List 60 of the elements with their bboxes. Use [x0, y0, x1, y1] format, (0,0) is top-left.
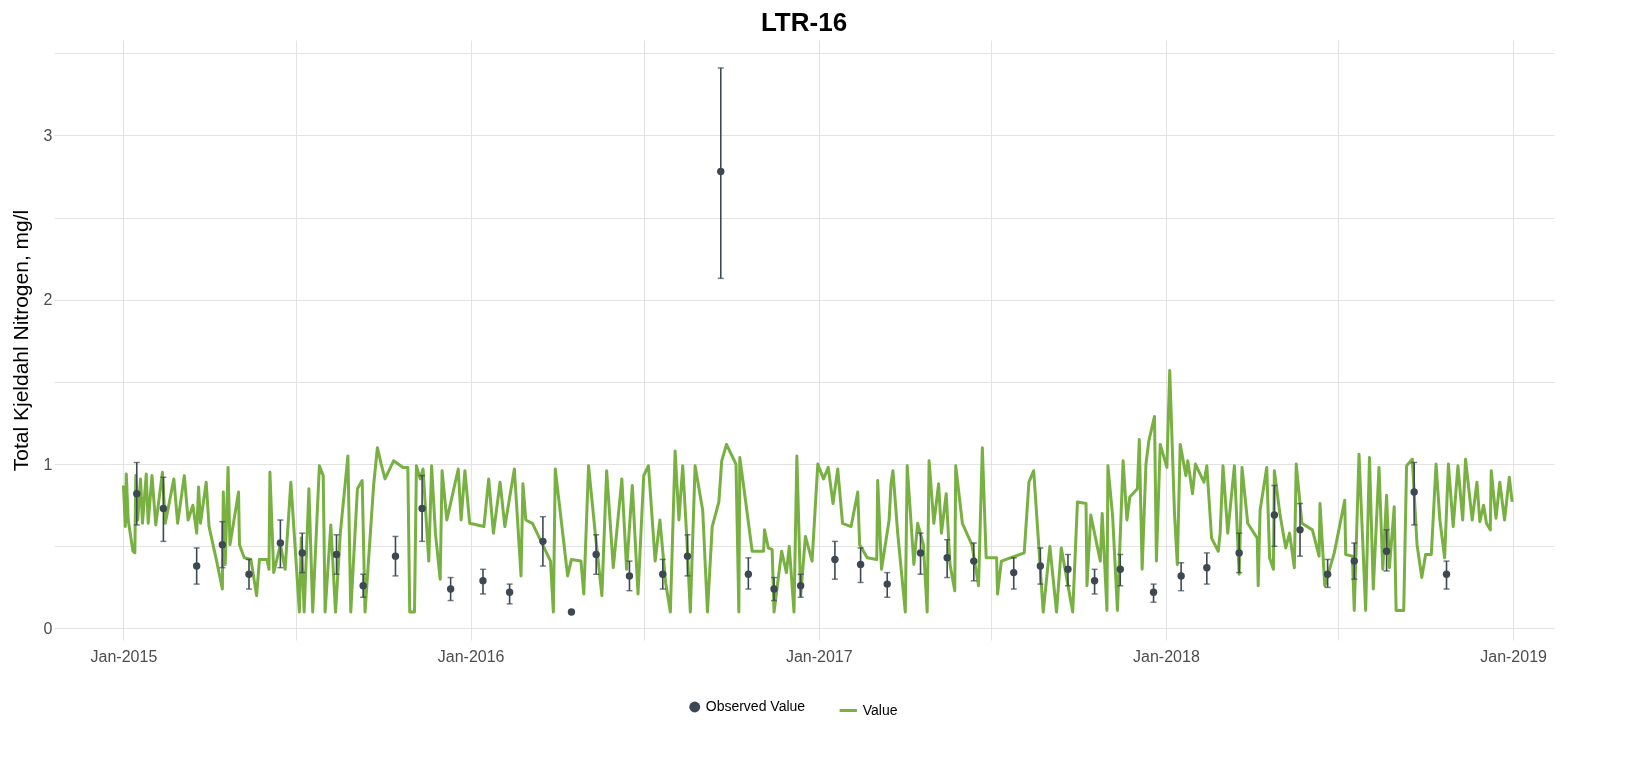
point	[659, 570, 667, 578]
point	[276, 539, 285, 547]
point	[683, 552, 692, 560]
point	[1382, 547, 1391, 555]
point	[539, 537, 547, 546]
point	[883, 580, 891, 588]
x-tick-label: Jan-2019	[1480, 647, 1548, 665]
point	[159, 504, 168, 513]
point	[1323, 570, 1332, 578]
point	[133, 490, 141, 498]
y-axis-title: Total Kjeldahl Nitrogen, mg/l	[8, 209, 32, 472]
point	[592, 550, 600, 559]
point	[1235, 549, 1243, 557]
point	[359, 582, 367, 590]
point	[1270, 511, 1279, 519]
point	[831, 555, 839, 564]
point	[1090, 577, 1099, 585]
x-tick-label: Jan-2017	[785, 647, 853, 665]
point	[1010, 568, 1018, 577]
legend-label: Observed Value	[705, 698, 806, 714]
point	[856, 560, 865, 569]
point	[1296, 526, 1304, 534]
point	[770, 585, 778, 593]
x-tick-label: Jan-2015	[90, 647, 158, 665]
point	[1177, 572, 1185, 580]
point	[391, 552, 400, 560]
point	[218, 540, 227, 549]
point	[567, 608, 576, 616]
point	[446, 585, 455, 593]
point	[625, 572, 634, 580]
point	[943, 554, 951, 562]
point	[245, 570, 253, 578]
y-tick-label: 1	[43, 455, 53, 473]
point	[796, 582, 805, 590]
point	[332, 550, 341, 559]
point	[418, 504, 426, 513]
line-series	[121, 368, 1514, 614]
point	[1116, 565, 1124, 574]
point	[1350, 557, 1358, 565]
point	[479, 577, 487, 585]
y-tick-label: 2	[43, 291, 53, 309]
y-tick-label: 3	[43, 126, 53, 144]
point	[970, 557, 978, 565]
point	[505, 588, 514, 597]
point	[1036, 562, 1045, 570]
x-tick-label: Jan-2018	[1133, 647, 1200, 665]
legend-label: Value	[862, 701, 898, 718]
point	[717, 167, 725, 176]
point	[192, 562, 201, 570]
point	[1203, 563, 1211, 572]
point	[916, 549, 925, 557]
point	[1064, 565, 1072, 574]
x-tick-label: Jan-2016	[437, 647, 505, 665]
point	[298, 549, 306, 557]
point	[1442, 570, 1451, 578]
chart-title: LTR-16	[760, 7, 848, 37]
point	[1410, 488, 1418, 496]
y-tick-label: 0	[43, 619, 53, 637]
point	[1149, 588, 1158, 597]
point	[744, 570, 753, 578]
